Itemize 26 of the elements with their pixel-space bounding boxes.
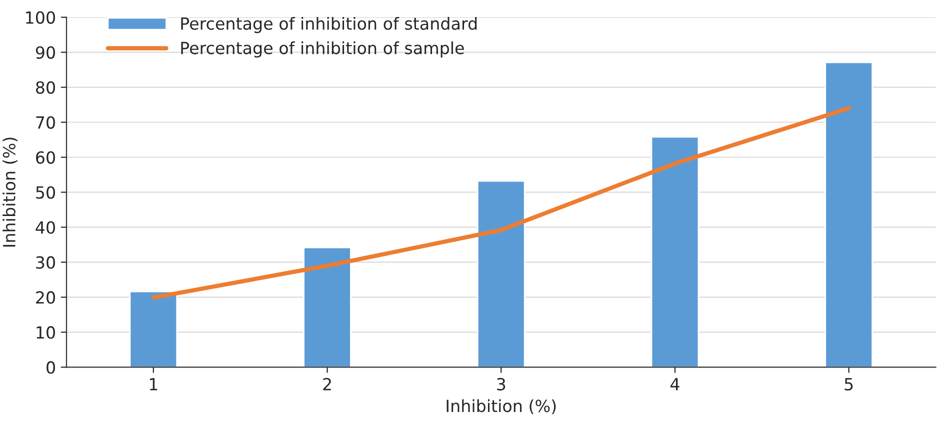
y-tick-label: 80 [36, 81, 55, 94]
x-tick-label: 5 [844, 378, 853, 391]
y-axis-title: Inhibition (%) [2, 138, 18, 247]
x-tick-label: 1 [150, 378, 158, 390]
y-tick-label: 30 [36, 256, 55, 269]
x-tick-label: 4 [670, 378, 680, 390]
legend-label: Percentage of inhibition of standard [181, 16, 477, 34]
y-tick-label: 40 [36, 221, 55, 234]
bar [476, 180, 526, 368]
bar [129, 290, 178, 368]
bar [650, 136, 700, 368]
x-tick-label: 3 [497, 378, 506, 391]
legend-label: Percentage of inhibition of sample [181, 41, 464, 58]
y-tick-label: 10 [36, 326, 55, 339]
y-tick-label: 50 [36, 186, 55, 199]
x-tick-label: 2 [323, 378, 331, 390]
line-series [151, 106, 851, 300]
bar [303, 246, 352, 368]
y-tick-label: 20 [36, 291, 55, 304]
x-axis-title: Inhibition (%) [446, 399, 556, 414]
y-tick-label: 0 [46, 361, 55, 374]
y-tick-label: 90 [36, 46, 55, 59]
y-tick-label: 100 [26, 11, 55, 24]
y-tick-label: 70 [36, 116, 55, 129]
bar [824, 62, 873, 368]
y-tick-label: 60 [36, 151, 55, 164]
